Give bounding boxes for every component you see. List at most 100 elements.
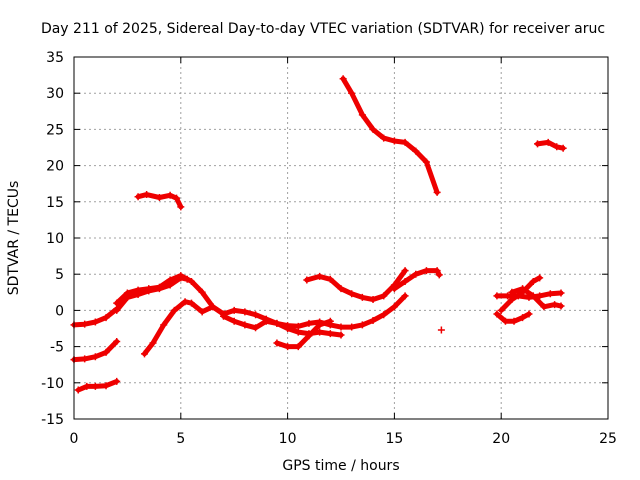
data-point [380, 292, 388, 300]
data-point [113, 377, 121, 385]
data-point [113, 306, 121, 314]
data-point [553, 143, 561, 151]
data-point [140, 350, 148, 358]
x-tick-label: 0 [70, 431, 79, 447]
y-tick-label: 20 [46, 159, 64, 175]
data-point [529, 292, 537, 300]
data-point [102, 382, 110, 390]
data-point [102, 348, 110, 356]
data-point [559, 144, 567, 152]
x-tick-label: 10 [279, 431, 297, 447]
series-s8 [220, 292, 409, 331]
data-point [508, 288, 516, 296]
data-point [294, 343, 302, 351]
data-point [113, 338, 121, 346]
y-tick-label: 5 [55, 267, 64, 283]
series-s19 [437, 326, 445, 334]
data-point [181, 298, 189, 306]
data-point [401, 138, 409, 146]
data-point [326, 330, 334, 338]
data-point [173, 194, 181, 202]
axis-ticks: 0 5 10 15 20 25 -15 -10 -5 0 5 10 15 20 25 30 35 [41, 50, 617, 447]
data-point [326, 275, 334, 283]
x-tick-label: 20 [492, 431, 510, 447]
data-point [113, 299, 121, 307]
series-line [340, 76, 440, 195]
data-point [123, 293, 131, 301]
y-tick-label: 10 [46, 231, 64, 247]
series-s12 [339, 75, 441, 196]
data-point [412, 147, 420, 155]
data-point [305, 332, 313, 340]
data-point [390, 137, 398, 145]
data-point [81, 320, 89, 328]
x-tick-label: 5 [176, 431, 185, 447]
series-s15 [493, 289, 565, 301]
data-point [501, 317, 509, 325]
data-point [551, 301, 559, 309]
data-point [91, 353, 99, 361]
data-point [262, 317, 270, 325]
data-point [155, 285, 163, 293]
chart-title: Day 211 of 2025, Sidereal Day-to-day VTE… [41, 21, 605, 37]
data-point [401, 292, 409, 300]
data-point [252, 311, 260, 319]
data-point [358, 293, 366, 301]
data-point [155, 193, 163, 201]
data-point [337, 285, 345, 293]
data-point [284, 325, 292, 332]
data-point [294, 328, 302, 336]
data-point [390, 285, 398, 293]
data-point [166, 191, 174, 199]
data-point [273, 319, 281, 327]
data-point [337, 331, 345, 339]
data-point [437, 326, 445, 334]
data-point [348, 323, 356, 331]
data-point [252, 324, 260, 332]
data-point [536, 274, 544, 282]
data-point [493, 292, 501, 300]
series-s13 [390, 267, 443, 293]
data-point [316, 272, 324, 280]
data-point [358, 321, 366, 329]
series-s3 [74, 377, 121, 394]
data-point [134, 290, 142, 298]
data-point [380, 311, 388, 319]
x-tick-label: 15 [385, 431, 403, 447]
y-tick-label: -10 [41, 376, 64, 392]
data-point [348, 290, 356, 298]
data-point [369, 296, 377, 304]
series-s18 [534, 138, 567, 152]
x-tick-label: 25 [599, 431, 617, 447]
data-point [557, 302, 565, 310]
series-s2 [70, 338, 121, 364]
y-tick-label: 30 [46, 86, 64, 102]
data-point [493, 310, 501, 318]
data-point [401, 267, 409, 275]
data-point [369, 317, 377, 325]
data-point [557, 289, 565, 297]
data-point [177, 203, 185, 211]
data-point [170, 306, 178, 314]
series-s6 [140, 298, 228, 358]
data-point [102, 314, 110, 322]
y-tick-label: -5 [50, 340, 64, 356]
data-point [358, 111, 366, 119]
data-point [187, 277, 195, 285]
data-point [316, 321, 324, 329]
data-point [220, 312, 228, 320]
data-point [525, 310, 533, 318]
series-s14 [497, 274, 544, 314]
data-point [519, 285, 527, 293]
data-point [160, 321, 168, 329]
x-axis-label: GPS time / hours [282, 458, 399, 474]
series-line [221, 293, 408, 330]
series-s7 [134, 191, 185, 211]
data-point [83, 382, 91, 390]
series-s5 [113, 274, 191, 314]
data-point [529, 277, 537, 285]
data-point [401, 277, 409, 285]
data-point [337, 323, 345, 331]
data-point [510, 317, 518, 325]
data-point [145, 287, 153, 295]
